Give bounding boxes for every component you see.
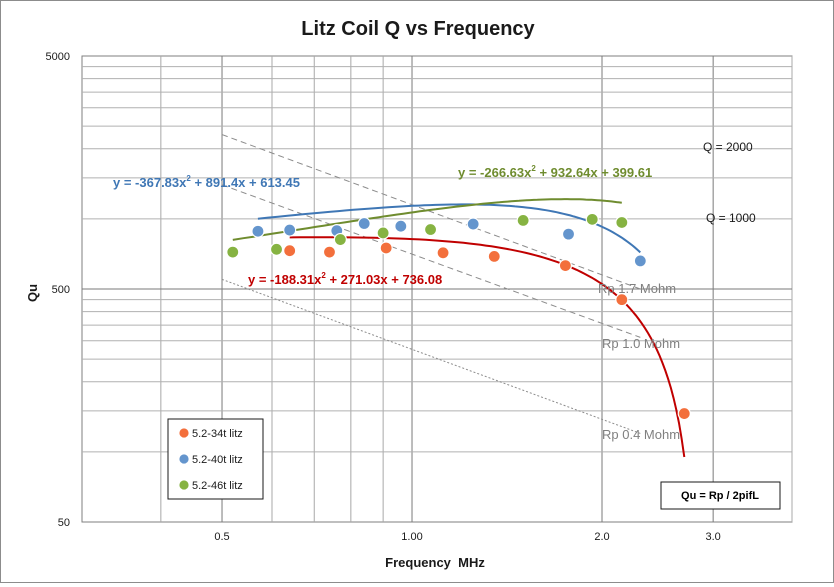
y-tick-label: 5000 xyxy=(46,51,70,63)
data-point-34t xyxy=(615,293,629,307)
data-point-40t xyxy=(561,227,576,241)
equation-34t-base: y = -188.31x xyxy=(248,272,322,287)
legend-marker-40t xyxy=(178,453,190,465)
data-points-layer xyxy=(226,212,691,421)
trendlines-layer xyxy=(232,198,686,458)
data-point-40t xyxy=(357,216,371,231)
y-tick-label: 50 xyxy=(58,517,70,529)
x-tick-label: 3.0 xyxy=(705,531,720,543)
trendline-34t xyxy=(289,236,686,458)
formula-text: Qu = Rp / 2pifL xyxy=(681,490,759,502)
trendline-equation-40t: y = -367.83x2 + 891.4x + 613.45 xyxy=(113,174,300,190)
legend-label-40t: 5.2-40t litz xyxy=(192,454,243,466)
equation-34t-rest: + 271.03x + 736.08 xyxy=(326,272,442,287)
reference-line-2 xyxy=(221,278,641,434)
data-point-34t xyxy=(322,245,337,259)
equation-34t-exponent: 2 xyxy=(321,271,326,280)
x-axis-label: Frequency MHz xyxy=(385,555,485,570)
equation-46t-rest: + 932.64x + 399.61 xyxy=(536,165,652,180)
ref-label-1-7: Rp 1.7 Mohm xyxy=(598,281,676,296)
legend-marker-34t xyxy=(178,427,190,439)
equation-46t-base: y = -266.63x xyxy=(458,165,532,180)
trendline-46t xyxy=(232,198,622,241)
data-point-46t xyxy=(615,215,629,230)
data-point-34t xyxy=(558,259,573,273)
legend-label-46t: 5.2-46t litz xyxy=(192,480,243,492)
trendline-equation-34t: y = -188.31x2 + 271.03x + 736.08 xyxy=(248,271,442,287)
annotation-q2000: Q = 2000 xyxy=(703,140,753,154)
reference-line-1 xyxy=(221,184,641,338)
x-tick-label: 1.00 xyxy=(401,531,422,543)
equation-46t-exponent: 2 xyxy=(531,164,536,173)
data-point-46t xyxy=(423,222,438,237)
trendline-equation-46t: y = -266.63x2 + 932.64x + 399.61 xyxy=(458,164,652,180)
y-tick-label: 500 xyxy=(52,284,70,296)
legend-marker-46t xyxy=(178,479,190,491)
data-point-40t xyxy=(394,219,408,233)
data-point-46t xyxy=(516,213,530,227)
formula-box xyxy=(660,481,781,510)
tick-labels-layer: 0.5 1.00 2.0 3.0 50 500 5000 xyxy=(46,51,721,543)
y-axis-label: Qu xyxy=(25,284,40,302)
data-point-34t xyxy=(487,249,501,264)
grid-layer xyxy=(82,56,793,522)
legend: 5.2-34t litz 5.2-40t litz 5.2-46t litz xyxy=(167,418,264,500)
data-point-46t xyxy=(269,242,284,256)
data-point-40t xyxy=(466,217,480,231)
equation-40t-exponent: 2 xyxy=(186,174,191,183)
annotation-q1000: Q = 1000 xyxy=(706,211,756,225)
trendline-40t xyxy=(257,203,641,254)
data-point-46t xyxy=(585,212,599,226)
data-point-34t xyxy=(379,241,393,255)
x-tick-label: 0.5 xyxy=(214,531,229,543)
reference-line-0 xyxy=(221,134,641,290)
legend-label-34t: 5.2-34t litz xyxy=(192,428,243,440)
data-point-40t xyxy=(633,254,647,268)
equation-40t-base: y = -367.83x xyxy=(113,175,187,190)
equation-40t-rest: + 891.4x + 613.45 xyxy=(191,175,300,190)
data-point-40t xyxy=(251,224,265,238)
chart-title: Litz Coil Q vs Frequency xyxy=(301,18,535,40)
data-point-46t xyxy=(376,226,390,240)
ref-label-0-4: Rp 0.4 Mohm xyxy=(602,427,680,442)
data-point-40t xyxy=(283,223,297,237)
data-point-46t xyxy=(333,232,347,247)
data-point-46t xyxy=(226,245,240,259)
data-point-34t xyxy=(436,246,450,260)
ref-label-1-0: Rp 1.0 Mohm xyxy=(602,336,680,351)
data-point-34t xyxy=(677,406,691,421)
data-point-34t xyxy=(283,244,297,258)
x-tick-label: 2.0 xyxy=(594,531,609,543)
